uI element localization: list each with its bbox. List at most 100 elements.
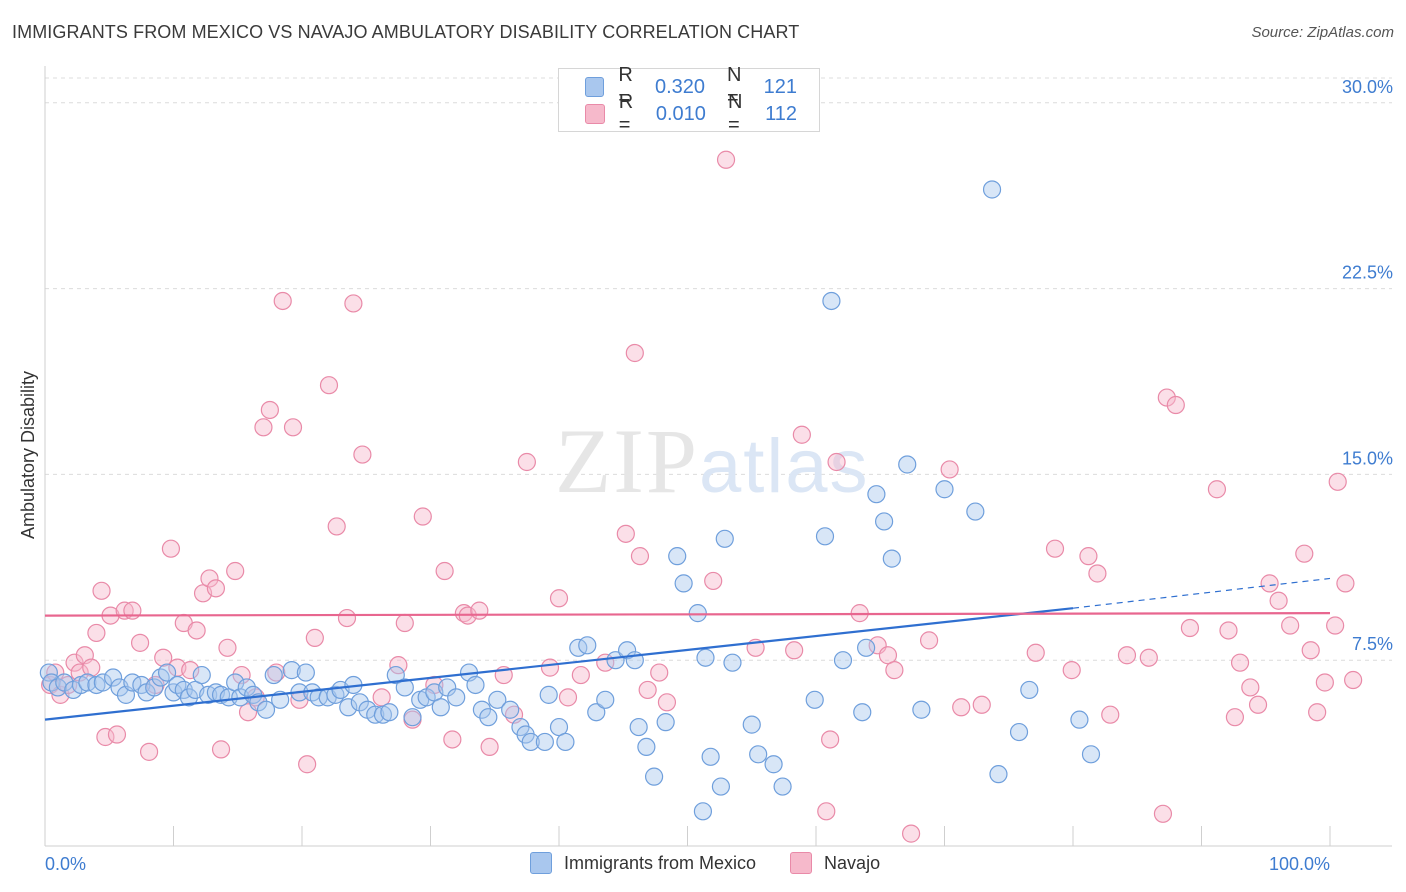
navajo-point xyxy=(107,725,127,744)
navajo-point xyxy=(940,460,959,479)
legend-label-navajo: Navajo xyxy=(824,852,881,873)
mexico-point xyxy=(179,688,199,707)
mexico-point xyxy=(674,574,693,593)
mexico-point xyxy=(326,685,345,704)
navajo-point xyxy=(716,150,736,169)
navajo-point xyxy=(435,561,454,581)
mexico-point xyxy=(867,485,886,504)
mexico-point xyxy=(380,703,399,722)
mexico-point xyxy=(466,675,485,695)
navajo-point xyxy=(1225,708,1245,727)
mexico-point xyxy=(742,715,761,734)
navajo-point xyxy=(785,641,804,660)
mexico-point xyxy=(715,529,734,548)
mexico-point xyxy=(535,732,554,752)
mexico-point xyxy=(644,767,664,786)
navajo-point xyxy=(218,638,237,657)
navajo-point xyxy=(1180,618,1200,638)
navajo-point xyxy=(130,633,150,652)
navajo-point xyxy=(1248,695,1268,714)
mexico-point xyxy=(1081,745,1101,764)
y-tick-label: 7.5% xyxy=(1352,634,1393,654)
mexico-point xyxy=(857,638,876,657)
navajo-point xyxy=(139,742,159,761)
mexico-point xyxy=(145,678,164,697)
navajo-point xyxy=(267,663,286,682)
r-value: 0.320 xyxy=(654,75,706,98)
navajo-point xyxy=(1045,539,1065,558)
mexico-point xyxy=(479,708,498,727)
navajo-point xyxy=(1301,641,1320,660)
mexico-point xyxy=(104,668,123,687)
navajo-point xyxy=(200,569,219,588)
mexico-point xyxy=(688,604,707,623)
navajo-point xyxy=(919,631,939,650)
navajo-point xyxy=(952,698,971,717)
mexico-point xyxy=(395,678,414,697)
navajo-point xyxy=(1308,703,1327,722)
n-value: 112 xyxy=(765,102,797,125)
legend-swatch-navajo xyxy=(790,852,813,874)
mexico-point xyxy=(264,665,283,685)
navajo-point xyxy=(1326,616,1345,635)
stats-legend-row-navajo: R = 0.010 N = 112 xyxy=(585,91,819,136)
watermark: ZIPatlas xyxy=(555,410,870,512)
navajo-point xyxy=(657,693,677,712)
navajo-point xyxy=(154,648,173,667)
navajo-point xyxy=(1207,480,1227,499)
grid-layer xyxy=(45,77,1392,661)
legend-label-mexico: Immigrants from Mexico xyxy=(564,852,757,873)
mexico-point xyxy=(521,732,540,752)
navajo-point xyxy=(395,613,414,633)
mexico-point xyxy=(773,777,792,796)
navajo-point xyxy=(885,661,904,680)
navajo-point xyxy=(211,740,231,759)
navajo-point xyxy=(1026,643,1045,662)
navajo-point xyxy=(650,663,669,682)
navajo-point xyxy=(413,507,432,526)
mexico-point xyxy=(578,636,597,655)
navajo-point xyxy=(704,571,723,591)
mexico-point xyxy=(192,665,211,685)
mexico-point xyxy=(618,641,637,660)
navajo-point xyxy=(92,581,111,600)
mexico-point xyxy=(237,678,256,697)
mexico-point xyxy=(656,713,675,732)
navajo-point xyxy=(1153,804,1173,823)
mexico-point xyxy=(556,732,575,752)
mexico-point xyxy=(805,690,824,709)
navajo-point xyxy=(1139,648,1158,667)
navajo-point xyxy=(344,294,363,313)
navajo-point xyxy=(1241,678,1260,697)
mexico-point xyxy=(386,665,405,685)
legend-item-mexico[interactable]: Immigrants from Mexico xyxy=(530,852,756,874)
navajo-point xyxy=(1281,616,1300,635)
mexico-point xyxy=(989,765,1008,784)
navajo-point xyxy=(1328,472,1347,491)
y-tick-label: 15.0% xyxy=(1342,448,1393,468)
navajo-point xyxy=(1295,544,1314,563)
navajo-point xyxy=(87,623,106,643)
navajo-point xyxy=(558,688,578,707)
legend-item-navajo[interactable]: Navajo xyxy=(790,852,880,874)
mexico-point xyxy=(882,549,901,568)
chart-title: IMMIGRANTS FROM MEXICO VS NAVAJO AMBULAT… xyxy=(12,22,800,42)
n-label: N = xyxy=(727,91,743,136)
mexico-point xyxy=(438,678,457,697)
y-tick-label: 30.0% xyxy=(1342,77,1393,97)
watermark-text: ZIPatlas xyxy=(555,410,870,512)
legend-swatch-mexico xyxy=(585,77,605,97)
mexico-point xyxy=(256,700,276,719)
navajo-point xyxy=(1269,591,1288,610)
mexico-point xyxy=(1020,680,1039,700)
mexico-point xyxy=(282,661,301,680)
navajo-point xyxy=(1088,564,1107,583)
navajo-point xyxy=(1260,574,1279,593)
mexico-point xyxy=(606,651,625,670)
mexico-point xyxy=(339,698,358,717)
navajo-point xyxy=(187,621,206,640)
mexico-point xyxy=(488,690,507,709)
mexico-point xyxy=(723,653,742,672)
mexico-point xyxy=(966,502,985,521)
